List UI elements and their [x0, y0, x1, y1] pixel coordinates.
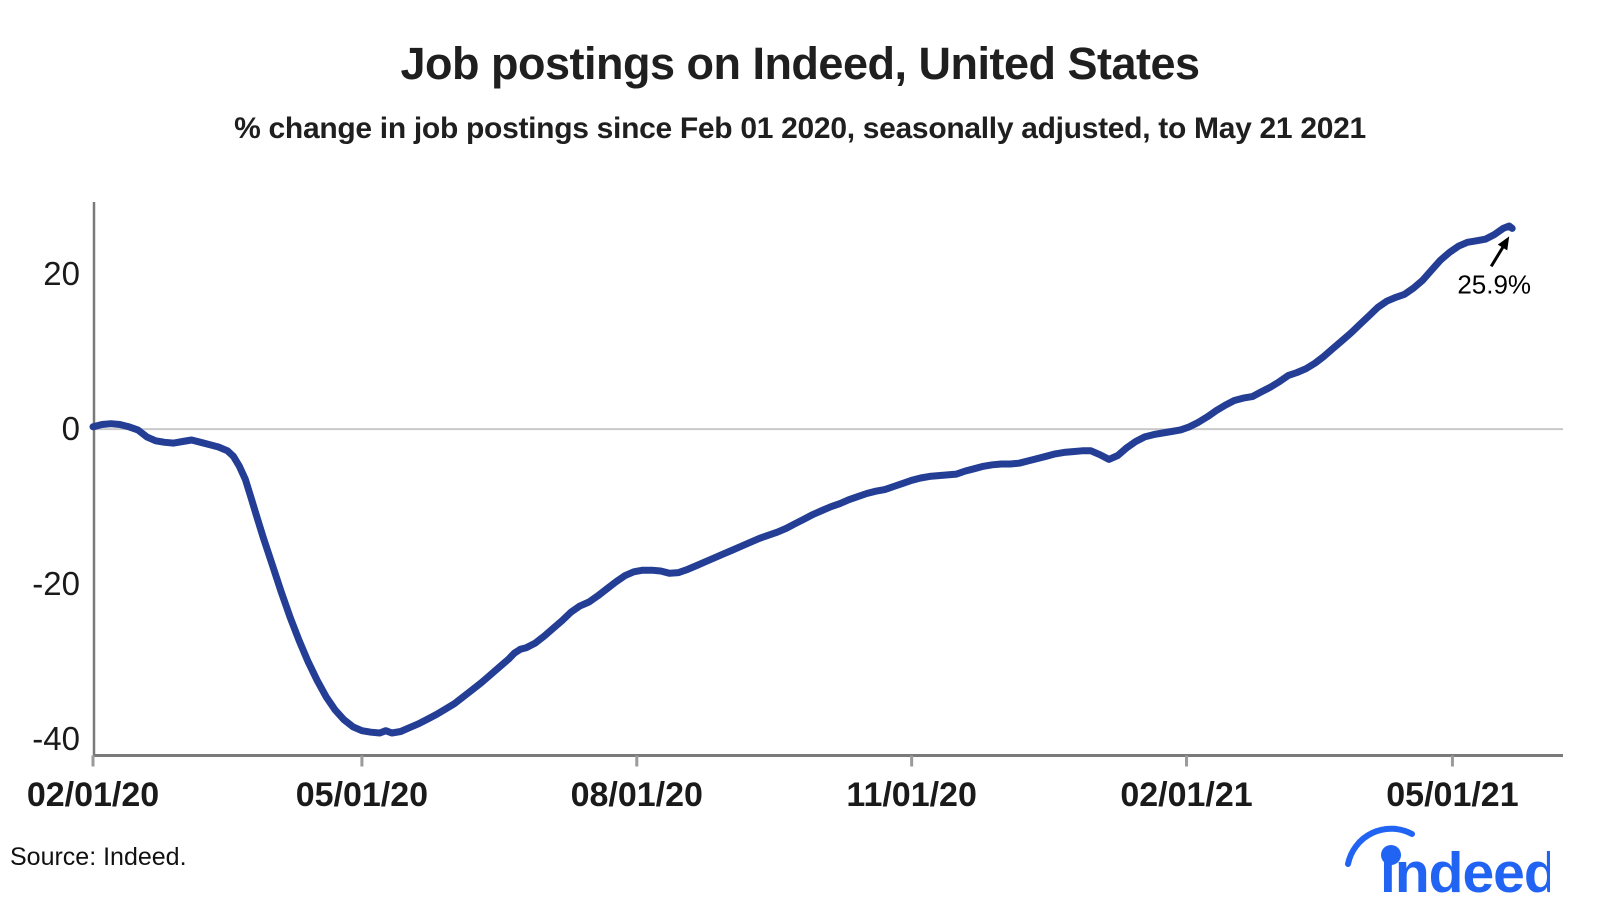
logo-dot-icon — [1381, 845, 1401, 865]
annotation-arrowhead-icon — [1497, 236, 1510, 251]
y-tick-label: -40 — [32, 720, 80, 757]
y-tick-label: -20 — [32, 565, 80, 602]
chart-title: Job postings on Indeed, United States — [400, 38, 1200, 89]
y-tick-label: 0 — [62, 410, 80, 447]
logo-wordmark: indeed — [1380, 841, 1550, 900]
indeed-logo: indeed — [1340, 818, 1550, 900]
x-tick-label: 02/01/21 — [1120, 776, 1252, 814]
y-tick-label: 20 — [43, 255, 80, 292]
x-tick-label: 02/01/20 — [27, 776, 159, 814]
x-tick-label: 05/01/20 — [296, 776, 428, 814]
logo-swoosh-icon — [1345, 825, 1415, 867]
annotation-value-label: 25.9% — [1457, 269, 1531, 299]
x-tick-label: 05/01/21 — [1386, 776, 1518, 814]
x-tick-label: 08/01/20 — [571, 776, 703, 814]
source-note: Source: Indeed. — [10, 843, 187, 871]
job-postings-line — [89, 222, 1516, 737]
chart-subtitle: % change in job postings since Feb 01 20… — [234, 112, 1366, 145]
x-tick-label: 11/01/20 — [846, 776, 976, 814]
